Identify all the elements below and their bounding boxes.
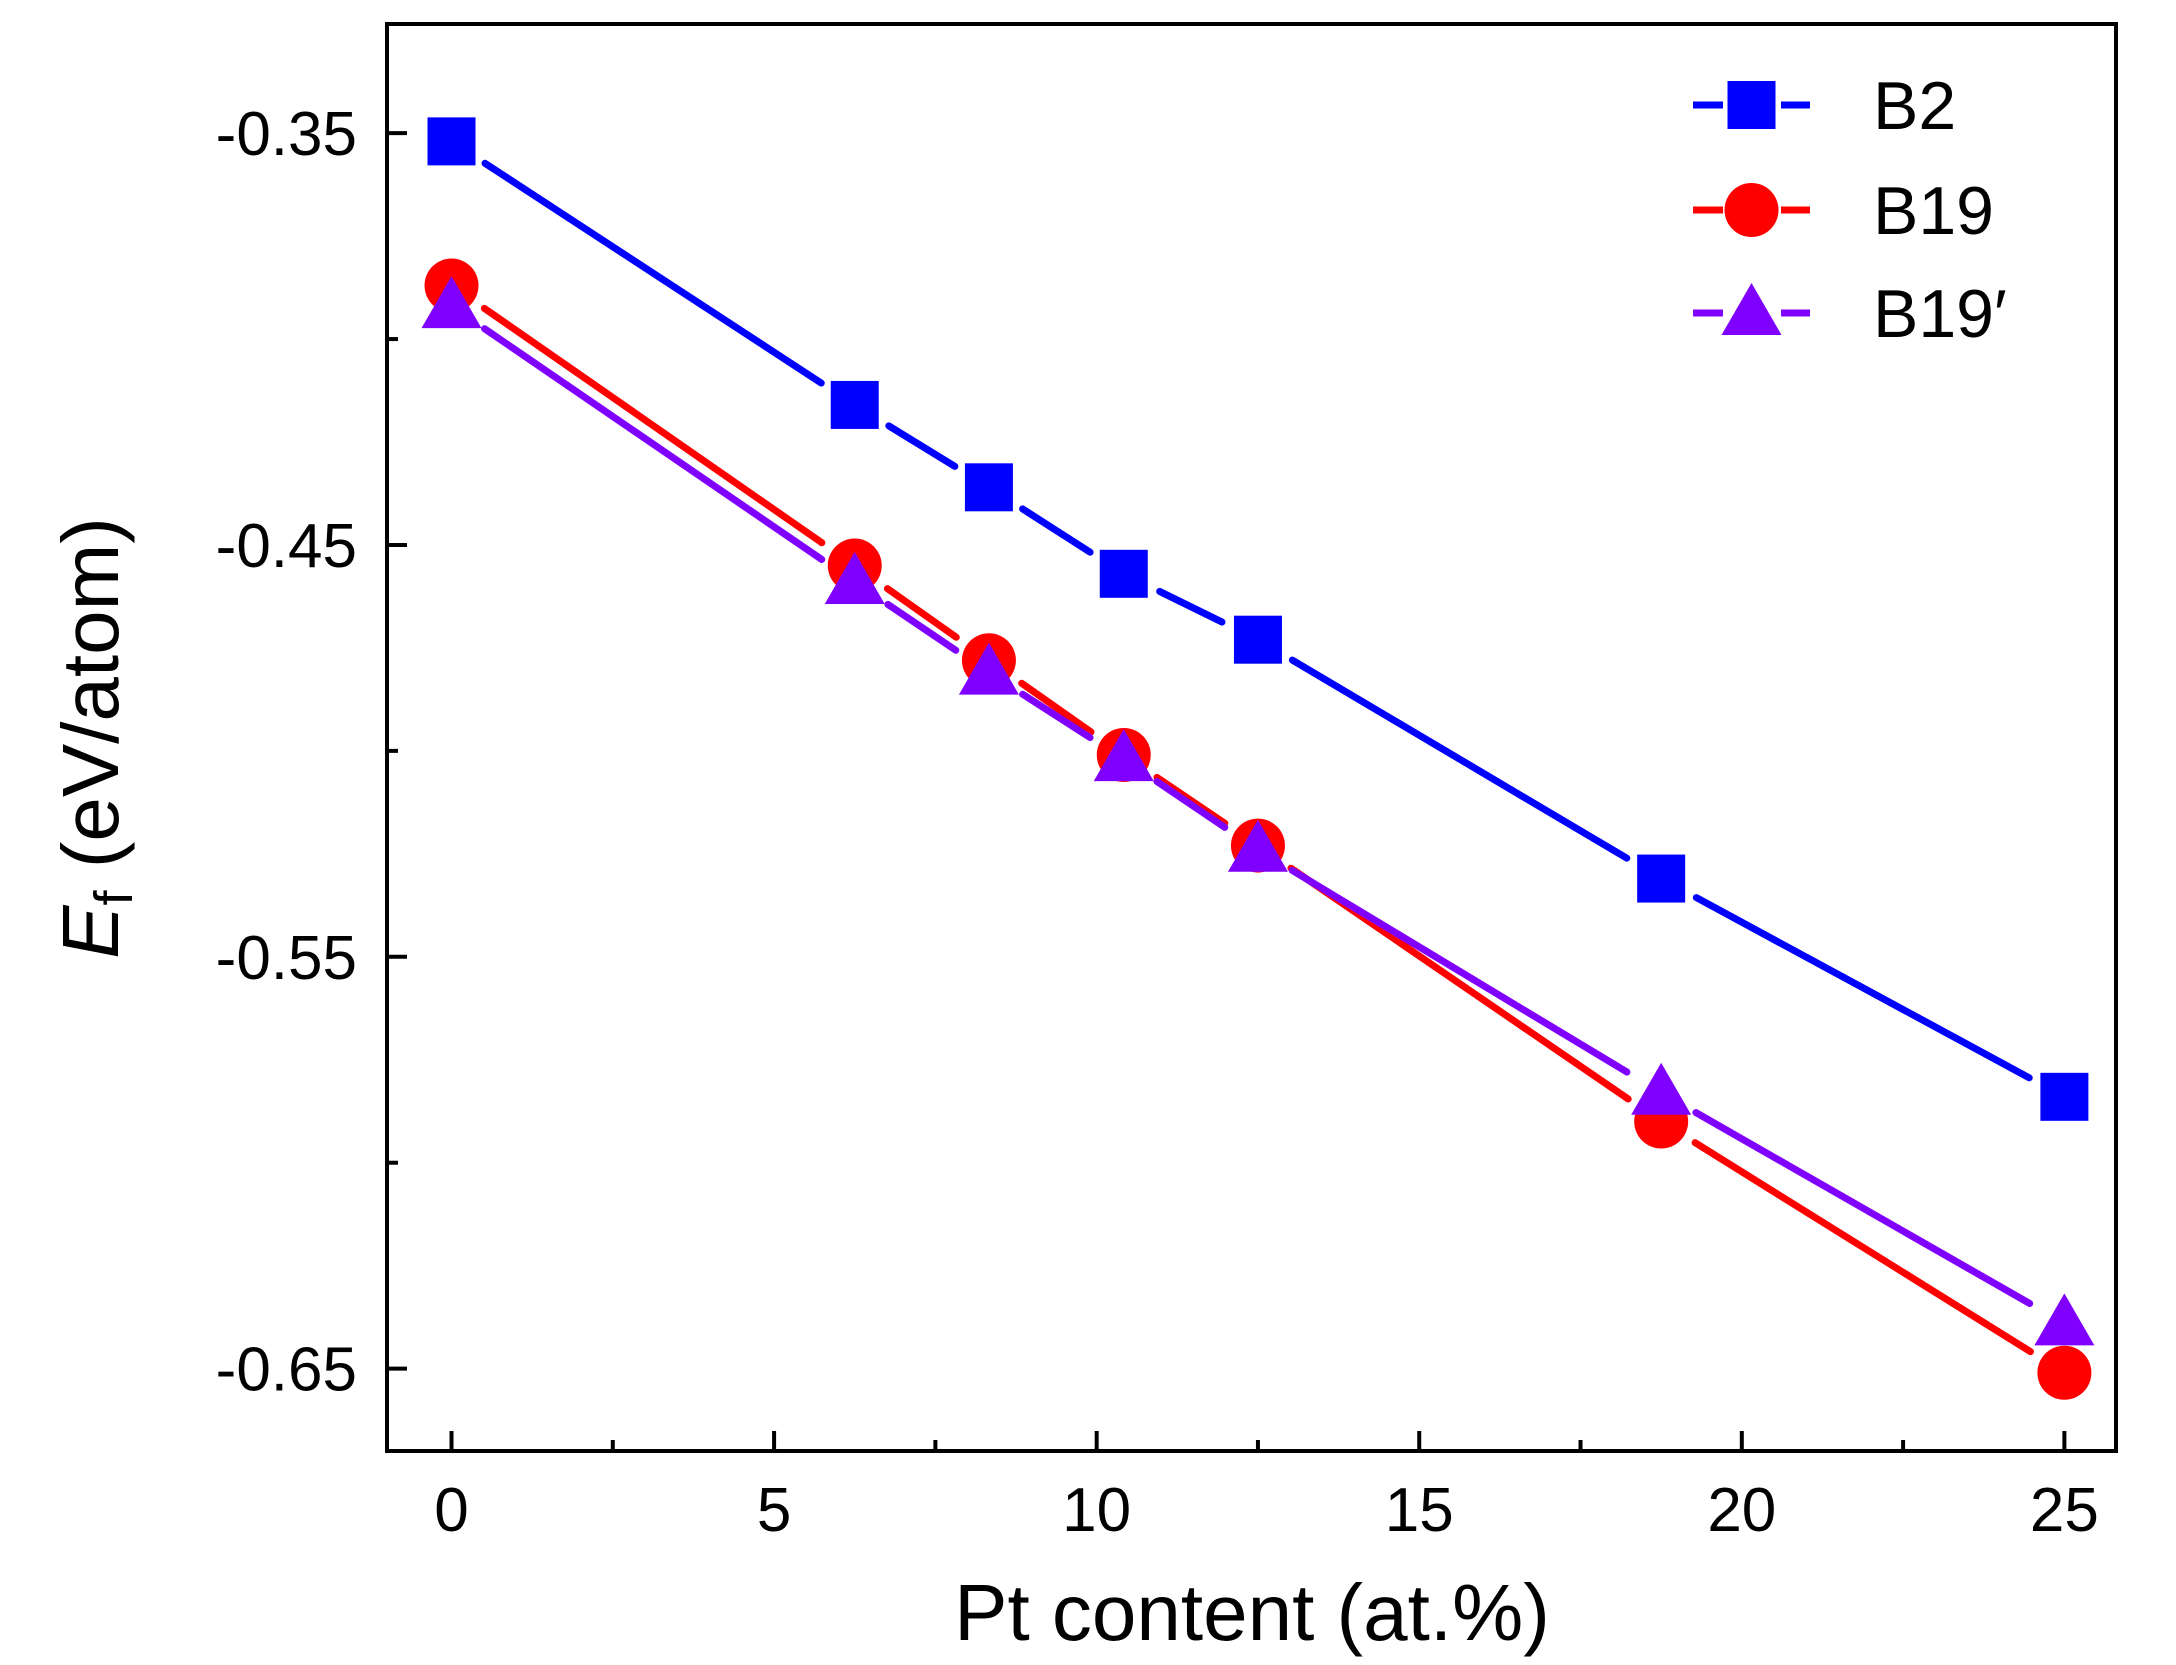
y-tick-label: -0.65	[216, 1336, 357, 1405]
data-point-square	[2040, 1072, 2089, 1121]
series-line-segment	[883, 585, 960, 641]
series-line-segment	[1018, 679, 1095, 736]
data-point-square	[1637, 854, 1686, 903]
series-line-segment	[1019, 690, 1094, 742]
series-triangle	[421, 276, 2095, 1346]
series-line-segment	[1019, 505, 1094, 556]
legend-item: B19′	[1693, 276, 2007, 352]
series-line-segment	[1691, 1139, 2034, 1356]
x-tick-label: 25	[2030, 1476, 2099, 1545]
y-tick-label: -0.55	[216, 924, 357, 993]
y-axis-title: Ef (eV/atom)	[46, 517, 144, 959]
y-axis-title-unit: (eV/atom)	[46, 517, 135, 890]
series-line-segment	[481, 159, 825, 387]
series-layer	[421, 117, 2095, 1400]
data-point-square	[964, 463, 1013, 512]
y-tick-label: -0.35	[216, 100, 357, 169]
data-point-triangle	[824, 552, 885, 605]
data-point-triangle	[421, 276, 482, 329]
y-axis-ticks: -0.35 -0.45 -0.55 -0.65	[216, 100, 407, 1405]
data-point-triangle	[1093, 729, 1154, 782]
x-tick-label: 10	[1062, 1476, 1131, 1545]
data-point-square	[427, 117, 476, 166]
series-line-segment	[1692, 894, 2033, 1082]
legend: B2 B19 B19′	[1693, 68, 2007, 352]
legend-item: B19	[1693, 173, 1994, 249]
legend-marker-triangle	[1721, 283, 1782, 335]
legend-label: B19	[1873, 173, 1994, 249]
data-point-square	[830, 380, 879, 429]
series-square	[427, 117, 2089, 1121]
series-line-segment	[480, 304, 826, 547]
legend-marker-circle	[1724, 183, 1779, 237]
data-point-triangle	[958, 642, 1019, 695]
y-axis-title-subscript: f	[84, 890, 144, 906]
data-point-triangle	[1227, 819, 1288, 872]
series-line-segment	[885, 422, 959, 470]
series-line-segment	[884, 600, 960, 654]
y-axis-title-symbol: E	[46, 904, 135, 959]
series-line-segment	[1692, 1109, 2034, 1307]
data-point-square	[1233, 615, 1282, 664]
x-tick-label: 0	[434, 1476, 468, 1545]
x-tick-label: 15	[1385, 1476, 1454, 1545]
series-line-segment	[1288, 656, 1631, 862]
y-tick-label: -0.45	[216, 512, 357, 581]
series-line-segment	[1153, 778, 1229, 831]
data-point-circle	[2037, 1345, 2092, 1400]
plot-frame	[385, 22, 2118, 1453]
legend-item: B2	[1693, 68, 1956, 144]
data-point-square	[1099, 549, 1148, 598]
data-point-triangle	[1631, 1062, 1692, 1115]
legend-label: B2	[1873, 68, 1956, 144]
x-tick-label: 5	[757, 1476, 791, 1545]
legend-label: B19′	[1873, 276, 2007, 352]
series-line-segment	[1156, 587, 1226, 626]
x-tick-label: 20	[1707, 1476, 1776, 1545]
series-line-segment	[1288, 866, 1631, 1076]
data-point-triangle	[2034, 1293, 2095, 1346]
x-axis-ticks: 0 5 10 15 20 25	[434, 1431, 2099, 1545]
x-axis-title: Pt content (at.%)	[954, 1568, 1550, 1657]
series-line-segment	[481, 325, 826, 563]
legend-marker-square	[1727, 81, 1776, 129]
